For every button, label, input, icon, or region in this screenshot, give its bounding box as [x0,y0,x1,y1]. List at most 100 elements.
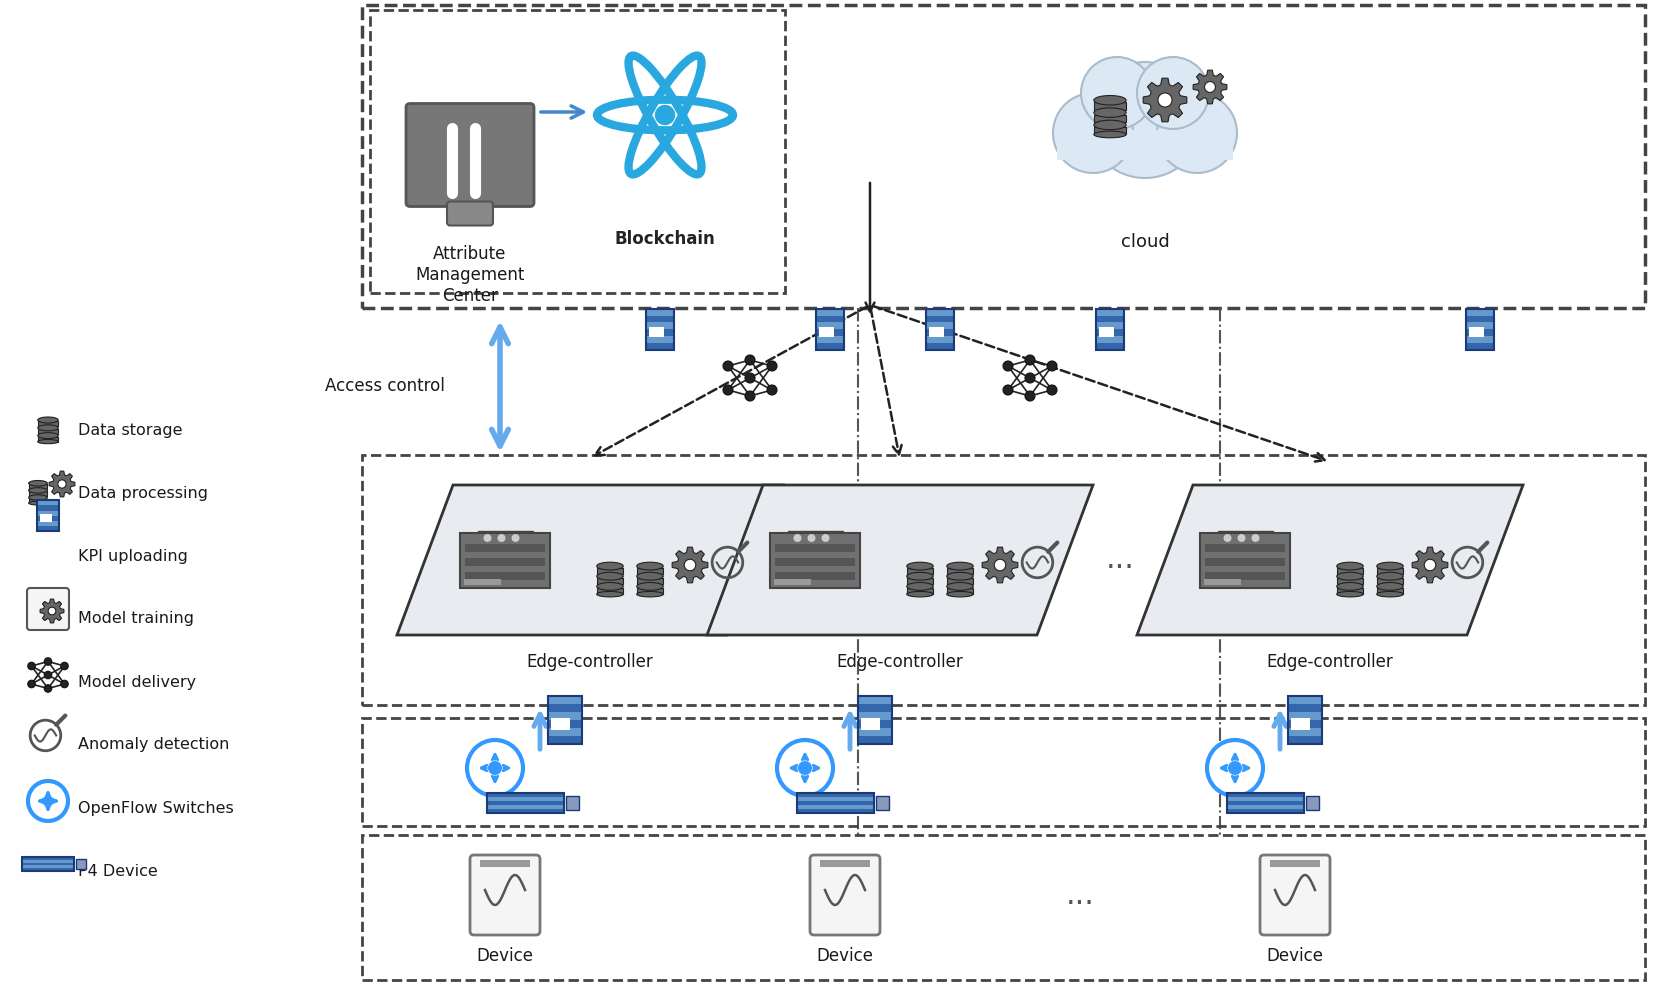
Circle shape [1053,93,1134,173]
FancyBboxPatch shape [26,588,70,630]
Bar [1466,322,1494,329]
Ellipse shape [947,572,973,580]
Bar [36,506,60,511]
Polygon shape [397,485,783,635]
Polygon shape [40,599,65,622]
Bar [907,568,933,574]
Bar [1466,343,1494,350]
Circle shape [45,658,51,665]
Bar [548,728,583,736]
Bar [857,696,892,704]
Ellipse shape [907,592,933,597]
Bar [1291,717,1309,729]
Text: Anomaly detection: Anomaly detection [78,737,230,753]
Bar [22,858,74,860]
Circle shape [28,662,35,670]
Circle shape [1048,361,1058,371]
Circle shape [745,355,755,365]
Text: Device: Device [816,947,874,965]
Bar [1377,578,1403,584]
Bar [551,717,569,729]
Text: KPI uploading: KPI uploading [78,548,189,563]
Circle shape [766,361,776,371]
Bar [1205,557,1284,565]
FancyBboxPatch shape [460,533,549,588]
Bar [796,801,874,805]
Circle shape [1024,391,1034,401]
Bar [1096,315,1124,322]
Circle shape [1024,355,1034,365]
Bar [796,793,874,797]
Bar [875,796,889,810]
Text: Blockchain: Blockchain [614,230,715,248]
Bar [362,718,1645,826]
Bar [816,309,844,350]
Bar [925,322,955,329]
Bar [645,322,675,329]
Bar [597,578,624,584]
Ellipse shape [28,488,48,493]
Bar [487,809,563,813]
Bar [548,712,583,720]
Bar [816,343,844,350]
Bar [487,805,563,809]
Bar [775,571,856,580]
Bar [637,568,664,574]
Circle shape [821,534,829,542]
Ellipse shape [597,562,624,570]
Bar [597,568,624,574]
Circle shape [61,662,68,670]
Ellipse shape [1337,562,1364,570]
Bar [38,421,58,426]
FancyBboxPatch shape [788,531,842,545]
Circle shape [43,796,53,806]
Bar [1094,102,1125,110]
Bar [1377,568,1403,574]
Bar [925,315,955,322]
Text: Attribute
Management
Center: Attribute Management Center [415,245,525,304]
Ellipse shape [597,572,624,580]
Bar [775,557,856,565]
Bar [548,696,583,744]
Circle shape [1251,534,1259,542]
Bar [1099,327,1114,337]
Bar [22,863,74,865]
Circle shape [511,534,520,542]
Ellipse shape [637,572,664,580]
Ellipse shape [28,480,48,486]
Bar [1094,115,1125,123]
Circle shape [793,534,801,542]
Bar [566,796,579,810]
Bar [40,514,51,522]
Ellipse shape [1337,583,1364,590]
Circle shape [45,671,51,679]
Circle shape [723,361,733,371]
Circle shape [467,740,523,796]
Bar [1226,793,1304,813]
Circle shape [1158,93,1172,107]
Circle shape [776,740,832,796]
Bar [38,437,58,442]
Bar [1288,696,1322,704]
Bar [645,315,675,322]
Bar [649,327,664,337]
Bar [1288,728,1322,736]
Bar [925,309,955,315]
Circle shape [723,385,733,395]
Ellipse shape [907,572,933,580]
Ellipse shape [1094,131,1125,137]
Bar [487,793,563,813]
Ellipse shape [1337,572,1364,580]
Bar [796,797,874,801]
Bar [1226,805,1304,809]
Ellipse shape [907,562,933,570]
Circle shape [1024,373,1034,383]
Bar [487,801,563,805]
Circle shape [1228,761,1241,775]
Circle shape [995,559,1006,571]
Bar [548,696,583,704]
Bar [465,571,544,580]
Bar [1466,315,1494,322]
Circle shape [1223,534,1231,542]
Circle shape [655,105,675,125]
